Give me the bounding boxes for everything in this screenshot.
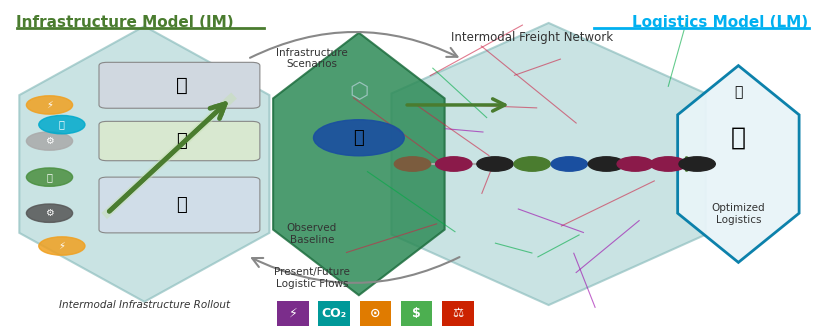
Text: Observed
Baseline: Observed Baseline [287,223,337,245]
Circle shape [26,96,73,114]
Text: Logistics Model (LM): Logistics Model (LM) [633,15,808,30]
Circle shape [39,115,85,134]
Circle shape [26,204,73,222]
Text: CO₂: CO₂ [322,307,346,320]
Circle shape [314,120,404,156]
Circle shape [551,157,587,171]
Polygon shape [19,26,270,302]
Circle shape [26,168,73,186]
Text: ⚡: ⚡ [46,100,53,110]
Text: Optimized
Logistics: Optimized Logistics [711,203,766,225]
Text: 🔵: 🔵 [59,120,65,130]
Text: ⚖: ⚖ [452,307,464,320]
Text: 📶: 📶 [734,85,742,99]
Circle shape [436,157,472,171]
Text: ⚡: ⚡ [289,307,297,320]
Circle shape [394,157,431,171]
Text: Infrastructure Model (IM): Infrastructure Model (IM) [16,15,234,30]
Circle shape [617,157,653,171]
Text: 🚂: 🚂 [176,76,187,95]
FancyBboxPatch shape [318,301,350,325]
FancyBboxPatch shape [442,301,474,325]
FancyBboxPatch shape [360,301,391,325]
FancyBboxPatch shape [99,62,260,108]
Text: Intermodal Infrastructure Rollout: Intermodal Infrastructure Rollout [59,300,230,310]
Text: Intermodal Freight Network: Intermodal Freight Network [451,31,613,44]
Text: ⚙: ⚙ [45,136,54,146]
Circle shape [588,157,625,171]
FancyBboxPatch shape [99,177,260,233]
Text: ⊙: ⊙ [370,307,380,320]
Text: ⬡: ⬡ [349,82,369,102]
Circle shape [679,157,715,171]
Text: 🚛: 🚛 [731,126,746,150]
FancyArrowPatch shape [407,99,505,111]
FancyBboxPatch shape [277,301,309,325]
Circle shape [26,132,73,150]
Text: 🧠: 🧠 [353,129,365,147]
FancyArrowPatch shape [250,32,457,58]
Text: 🚛: 🚛 [176,132,187,150]
FancyArrowPatch shape [252,257,460,283]
FancyBboxPatch shape [99,121,260,161]
Text: Present/Future
Logistic Flows: Present/Future Logistic Flows [274,267,350,289]
Circle shape [39,237,85,255]
Text: Infrastructure
Scenarios: Infrastructure Scenarios [276,48,347,69]
FancyArrowPatch shape [662,158,699,170]
Text: 🧪: 🧪 [46,172,53,182]
Circle shape [514,157,550,171]
Text: 🚢: 🚢 [176,196,187,214]
Polygon shape [273,33,445,295]
Polygon shape [391,23,706,305]
FancyBboxPatch shape [401,301,432,325]
Circle shape [477,157,513,171]
Circle shape [650,157,686,171]
Polygon shape [677,66,799,262]
Text: $: $ [412,307,421,320]
Text: ⚡: ⚡ [59,241,65,251]
Text: ⚙: ⚙ [45,208,54,218]
